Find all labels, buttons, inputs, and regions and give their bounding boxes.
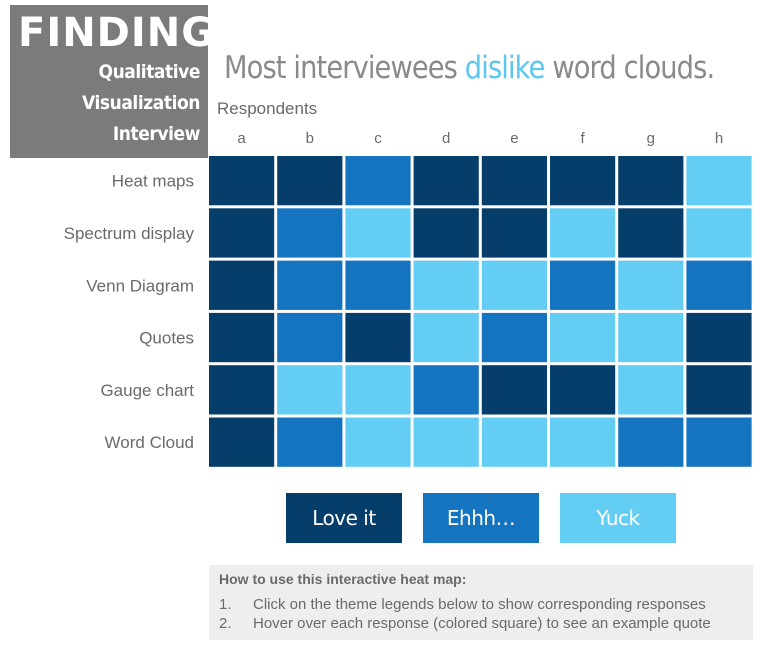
column-label-b: b: [306, 130, 314, 147]
column-label-d: d: [442, 130, 450, 147]
heatmap-cell[interactable]: [550, 260, 616, 310]
heatmap-cell[interactable]: [550, 312, 616, 363]
heatmap-cell[interactable]: [277, 365, 343, 415]
heatmap-cell[interactable]: [481, 156, 547, 206]
heatmap-cell[interactable]: [209, 260, 275, 310]
heatmap-cell[interactable]: [345, 156, 411, 206]
heatmap-cell[interactable]: [277, 156, 343, 206]
heatmap-cell[interactable]: [209, 312, 275, 363]
row-label: Gauge chart: [100, 381, 194, 400]
howto-panel: How to use this interactive heat map: 1.…: [209, 565, 753, 640]
heatmap-cell[interactable]: [481, 417, 547, 467]
heatmap-cell[interactable]: [618, 260, 684, 310]
headline-after: word clouds.: [544, 50, 715, 86]
heatmap-cell[interactable]: [277, 312, 343, 363]
heatmap-cell[interactable]: [413, 260, 479, 310]
column-label-e: e: [510, 130, 518, 147]
column-label-a: a: [237, 130, 246, 147]
heatmap-cell[interactable]: [277, 260, 343, 310]
legend-ehhh-button[interactable]: Ehhh…: [423, 493, 539, 543]
howto-item: 2. Hover over each response (colored squa…: [219, 614, 743, 633]
heatmap-cell[interactable]: [345, 417, 411, 467]
heatmap-cell[interactable]: [277, 208, 343, 258]
howto-item-text: Click on the theme legends below to show…: [253, 596, 706, 613]
heatmap-cell[interactable]: [481, 365, 547, 415]
heatmap-cell[interactable]: [618, 312, 684, 363]
column-label-g: g: [647, 130, 655, 147]
row-label: Word Cloud: [105, 433, 194, 452]
heatmap-cell[interactable]: [686, 156, 752, 206]
column-label-h: h: [715, 130, 723, 147]
heatmap-cell[interactable]: [618, 156, 684, 206]
howto-item-number: 2.: [219, 615, 232, 632]
heatmap-cell[interactable]: [618, 417, 684, 467]
heatmap-cell[interactable]: [686, 417, 752, 467]
heatmap-cell[interactable]: [618, 365, 684, 415]
heatmap-cell[interactable]: [550, 156, 616, 206]
badge-line-1: Qualitative: [98, 61, 200, 83]
heatmap-cell[interactable]: [209, 208, 275, 258]
heatmap-cell[interactable]: [209, 417, 275, 467]
heatmap-cell[interactable]: [686, 208, 752, 258]
heatmap-cell[interactable]: [413, 417, 479, 467]
heatmap-cell[interactable]: [550, 208, 616, 258]
heatmap-cell[interactable]: [209, 365, 275, 415]
heatmap-cell[interactable]: [345, 365, 411, 415]
heatmap-cell[interactable]: [618, 208, 684, 258]
heatmap-cell[interactable]: [345, 312, 411, 363]
heatmap-cell[interactable]: [481, 312, 547, 363]
legend-love-it-button[interactable]: Love it: [286, 493, 402, 543]
row-label: Venn Diagram: [86, 276, 194, 295]
heatmap-cell[interactable]: [413, 365, 479, 415]
heatmap-cell[interactable]: [345, 208, 411, 258]
howto-title: How to use this interactive heat map:: [219, 571, 467, 587]
heatmap-cell[interactable]: [481, 260, 547, 310]
headline-before: Most interviewees: [224, 50, 465, 86]
heatmap-cell[interactable]: [481, 208, 547, 258]
heatmap-cell[interactable]: [686, 260, 752, 310]
heatmap-cell[interactable]: [413, 208, 479, 258]
heatmap-cell[interactable]: [277, 417, 343, 467]
heatmap-cell[interactable]: [345, 260, 411, 310]
heatmap-cell[interactable]: [413, 312, 479, 363]
heatmap-cell[interactable]: [413, 156, 479, 206]
badge-title: FINDINGS: [18, 10, 245, 56]
row-label: Spectrum display: [64, 224, 195, 243]
heatmap-cell[interactable]: [550, 417, 616, 467]
badge-line-3: Interview: [112, 123, 201, 145]
badge-line-2: Visualization: [81, 92, 200, 114]
headline: Most interviewees dislike word clouds.: [224, 50, 715, 86]
howto-item-number: 1.: [219, 596, 232, 613]
howto-item-text: Hover over each response (colored square…: [253, 615, 711, 632]
heatmap-cell[interactable]: [550, 365, 616, 415]
headline-accent: dislike: [464, 50, 546, 86]
column-label-c: c: [374, 130, 382, 147]
row-label: Quotes: [139, 329, 194, 348]
heatmap-cell[interactable]: [209, 156, 275, 206]
respondents-label: Respondents: [217, 99, 318, 118]
heatmap-cell[interactable]: [686, 365, 752, 415]
legend-yuck-button[interactable]: Yuck: [560, 493, 676, 543]
heatmap-cell[interactable]: [686, 312, 752, 363]
column-label-f: f: [581, 130, 586, 147]
howto-item: 1. Click on the theme legends below to sh…: [219, 595, 743, 614]
findings-badge: FINDINGS Qualitative Visualization Inter…: [10, 5, 245, 158]
row-label: Heat maps: [112, 172, 194, 191]
